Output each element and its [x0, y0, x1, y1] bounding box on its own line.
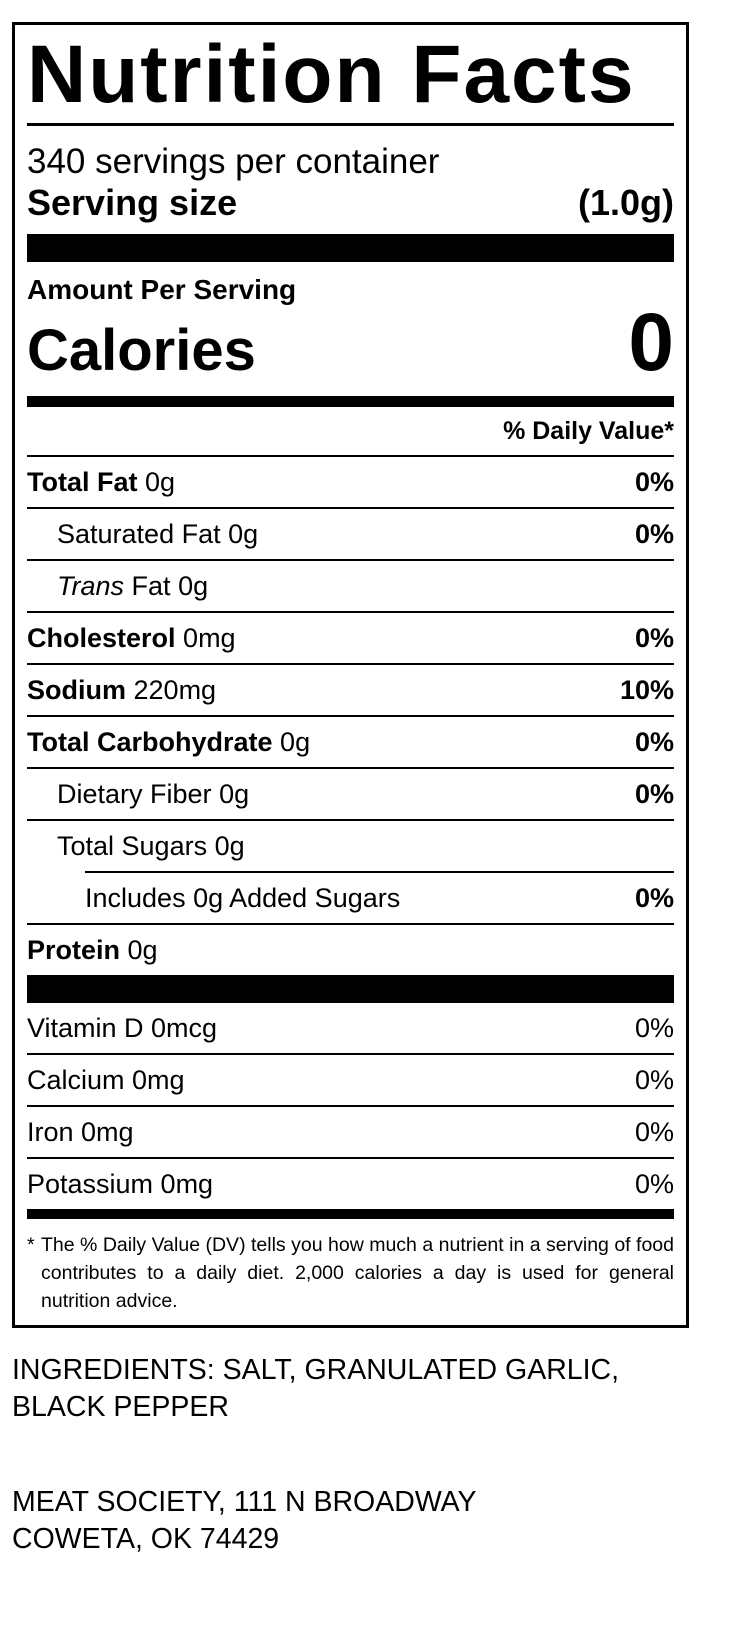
vitamin-name: Iron 0mg — [27, 1116, 134, 1147]
thick-divider — [27, 975, 674, 1003]
vitamin-dv: 0% — [634, 1116, 674, 1147]
nutrient-name: Sodium — [27, 674, 126, 705]
medium-divider — [27, 396, 674, 407]
serving-size-value: (1.0g) — [577, 182, 674, 223]
vitamin-row-vitamin-d: Vitamin D 0mcg 0% — [27, 1003, 674, 1053]
nutrient-row-total-carbohydrate: Total Carbohydrate 0g 0% — [27, 715, 674, 767]
servings-per-container: 340 servings per container — [27, 142, 440, 181]
nutrient-name: Saturated Fat — [57, 518, 221, 549]
vitamin-dv: 0% — [634, 1064, 674, 1095]
vitamin-row-calcium: Calcium 0mg 0% — [27, 1053, 674, 1105]
vitamin-name: Calcium 0mg — [27, 1064, 185, 1095]
nutrient-amount: 0g — [228, 518, 259, 549]
nutrient-row-total-fat: Total Fat 0g 0% — [27, 455, 674, 507]
serving-size-label: Serving size — [27, 182, 238, 223]
nutrient-row-added-sugars: Includes 0g Added Sugars 0% — [85, 871, 674, 923]
ingredients-line: INGREDIENTS: SALT, GRANULATED GARLIC, — [12, 1354, 620, 1386]
nutrient-name: Fat — [131, 570, 171, 601]
label-title: Nutrition Facts — [27, 29, 636, 120]
nutrient-amount: 0g — [127, 934, 158, 965]
nutrient-amount: 0mg — [183, 622, 236, 653]
daily-value-header: % Daily Value* — [503, 417, 674, 445]
address-line: MEAT SOCIETY, 111 N BROADWAY — [12, 1486, 477, 1518]
nutrient-row-cholesterol: Cholesterol 0mg 0% — [27, 611, 674, 663]
nutrient-dv: 0% — [634, 622, 674, 653]
footnote: * The % Daily Value (DV) tells you how m… — [27, 1231, 674, 1315]
thick-divider — [27, 234, 674, 262]
vitamin-name: Vitamin D 0mcg — [27, 1012, 218, 1043]
calories-label: Calories — [27, 318, 256, 383]
nutrient-name: Protein — [27, 934, 121, 965]
nutrient-row-total-sugars: Total Sugars 0g — [27, 819, 674, 871]
nutrient-amount: 0g — [280, 726, 311, 757]
nutrition-facts-label: Nutrition Facts 340 servings per contain… — [12, 22, 689, 1328]
calories-value: 0 — [628, 297, 674, 388]
divider — [27, 123, 674, 126]
nutrient-dv: 0% — [634, 778, 674, 809]
serving-size: Serving size (1.0g) — [27, 182, 674, 224]
nutrient-name: Total Fat — [27, 466, 138, 497]
nutrient-name: Total Sugars — [57, 830, 208, 861]
nutrient-dv: 0% — [634, 466, 674, 497]
nutrient-dv: 0% — [634, 882, 674, 913]
nutrient-row-dietary-fiber: Dietary Fiber 0g 0% — [27, 767, 674, 819]
nutrient-dv: 10% — [619, 674, 674, 705]
calories-row: Calories 0 — [27, 302, 674, 384]
nutrient-amount: 0g — [214, 830, 245, 861]
vitamin-row-potassium: Potassium 0mg 0% — [27, 1157, 674, 1209]
manufacturer-address: MEAT SOCIETY, 111 N BROADWAY COWETA, OK … — [12, 1484, 692, 1558]
nutrient-name-italic: Trans — [57, 570, 125, 601]
vitamin-dv: 0% — [634, 1168, 674, 1199]
nutrient-name: Cholesterol — [27, 622, 176, 653]
vitamin-row-iron: Iron 0mg 0% — [27, 1105, 674, 1157]
nutrient-row-trans-fat: Trans Fat 0g — [27, 559, 674, 611]
nutrient-name: Total Carbohydrate — [27, 726, 273, 757]
nutrient-name: Dietary Fiber — [57, 778, 212, 809]
nutrient-amount: 0g — [219, 778, 250, 809]
nutrient-name: Includes 0g Added Sugars — [85, 882, 401, 913]
nutrient-dv: 0% — [634, 726, 674, 757]
nutrient-amount: 0g — [178, 570, 209, 601]
nutrient-row-sodium: Sodium 220mg 10% — [27, 663, 674, 715]
nutrient-row-protein: Protein 0g — [27, 923, 674, 975]
ingredients: INGREDIENTS: SALT, GRANULATED GARLIC, BL… — [12, 1352, 692, 1426]
nutrient-amount: 220mg — [133, 674, 217, 705]
nutrient-dv: 0% — [634, 518, 674, 549]
nutrient-amount: 0g — [145, 466, 176, 497]
vitamin-dv: 0% — [634, 1012, 674, 1043]
ingredients-line: BLACK PEPPER — [12, 1391, 230, 1423]
footnote-asterisk: * — [27, 1234, 35, 1256]
amount-per-serving: Amount Per Serving — [27, 274, 297, 305]
nutrient-row-saturated-fat: Saturated Fat 0g 0% — [27, 507, 674, 559]
address-line: COWETA, OK 74429 — [12, 1523, 280, 1555]
medium-divider — [27, 1209, 674, 1219]
footnote-text: The % Daily Value (DV) tells you how muc… — [41, 1234, 674, 1312]
vitamin-name: Potassium 0mg — [27, 1168, 214, 1199]
